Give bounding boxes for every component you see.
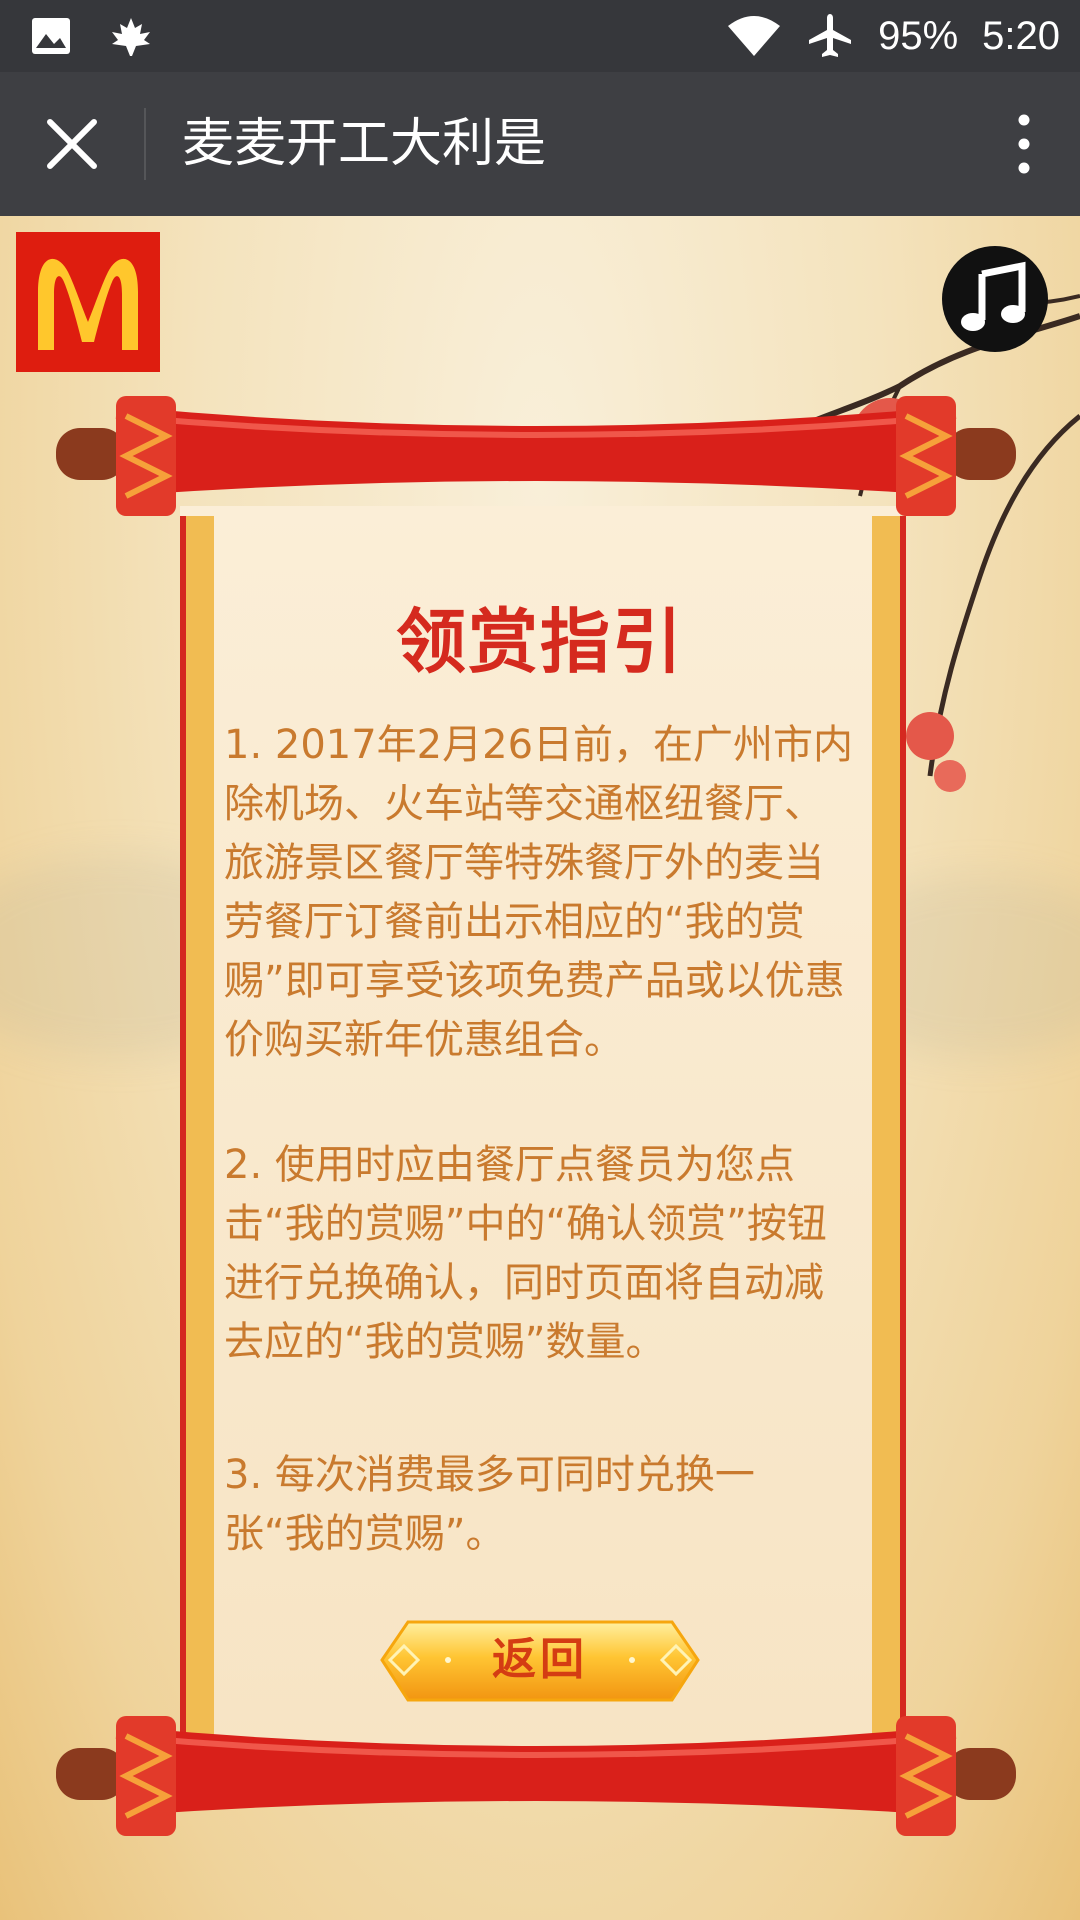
- back-button-frame: [380, 1620, 700, 1702]
- title-bar: 麦麦开工大利是: [0, 72, 1080, 216]
- music-note-icon: [961, 261, 1026, 331]
- airplane-mode-icon: [809, 14, 852, 57]
- scroll-border-left: [180, 516, 214, 1756]
- scroll-border-right: [872, 516, 906, 1756]
- scroll-rod-bottom: [56, 1716, 1016, 1836]
- more-vertical-icon: [1018, 114, 1030, 174]
- status-bar: 95% 5:20: [0, 0, 1080, 72]
- maple-leaf-icon: [112, 18, 150, 56]
- close-icon: [47, 119, 97, 169]
- guide-item-1: 1. 2017年2月26日前，在广州市内除机场、火车站等交通枢纽餐厅、旅游景区餐…: [224, 722, 854, 1063]
- music-toggle-button[interactable]: [942, 246, 1048, 352]
- content-area: 领赏指引 1. 2017年2月26日前，在广州市内除机场、火车站等交通枢纽餐厅、…: [0, 216, 1080, 1920]
- battery-level: 95%: [878, 13, 959, 58]
- scroll-paper: [180, 506, 900, 1766]
- guide-title: 领赏指引: [396, 601, 684, 683]
- title-divider: [144, 108, 146, 180]
- scroll-rod-top: [56, 396, 1016, 516]
- back-button[interactable]: 返回: [378, 1616, 702, 1708]
- clock: 5:20: [982, 13, 1060, 58]
- guide-item-2: 2. 使用时应由餐厅点餐员为您点击“我的赏赐”中的“确认领赏”按钮进行兑换确认，…: [224, 1142, 827, 1365]
- wifi-icon: [728, 16, 781, 56]
- back-button-label: 返回: [492, 1634, 588, 1685]
- golden-arches-icon: [38, 258, 138, 350]
- page-title: 麦麦开工大利是: [182, 114, 547, 174]
- close-button[interactable]: [40, 112, 104, 176]
- mcdonalds-logo: [16, 232, 160, 372]
- more-menu-button[interactable]: [1008, 112, 1040, 176]
- image-icon: [32, 18, 70, 54]
- guide-item-3: 3. 每次消费最多可同时兑换一张“我的赏赐”。: [224, 1452, 755, 1557]
